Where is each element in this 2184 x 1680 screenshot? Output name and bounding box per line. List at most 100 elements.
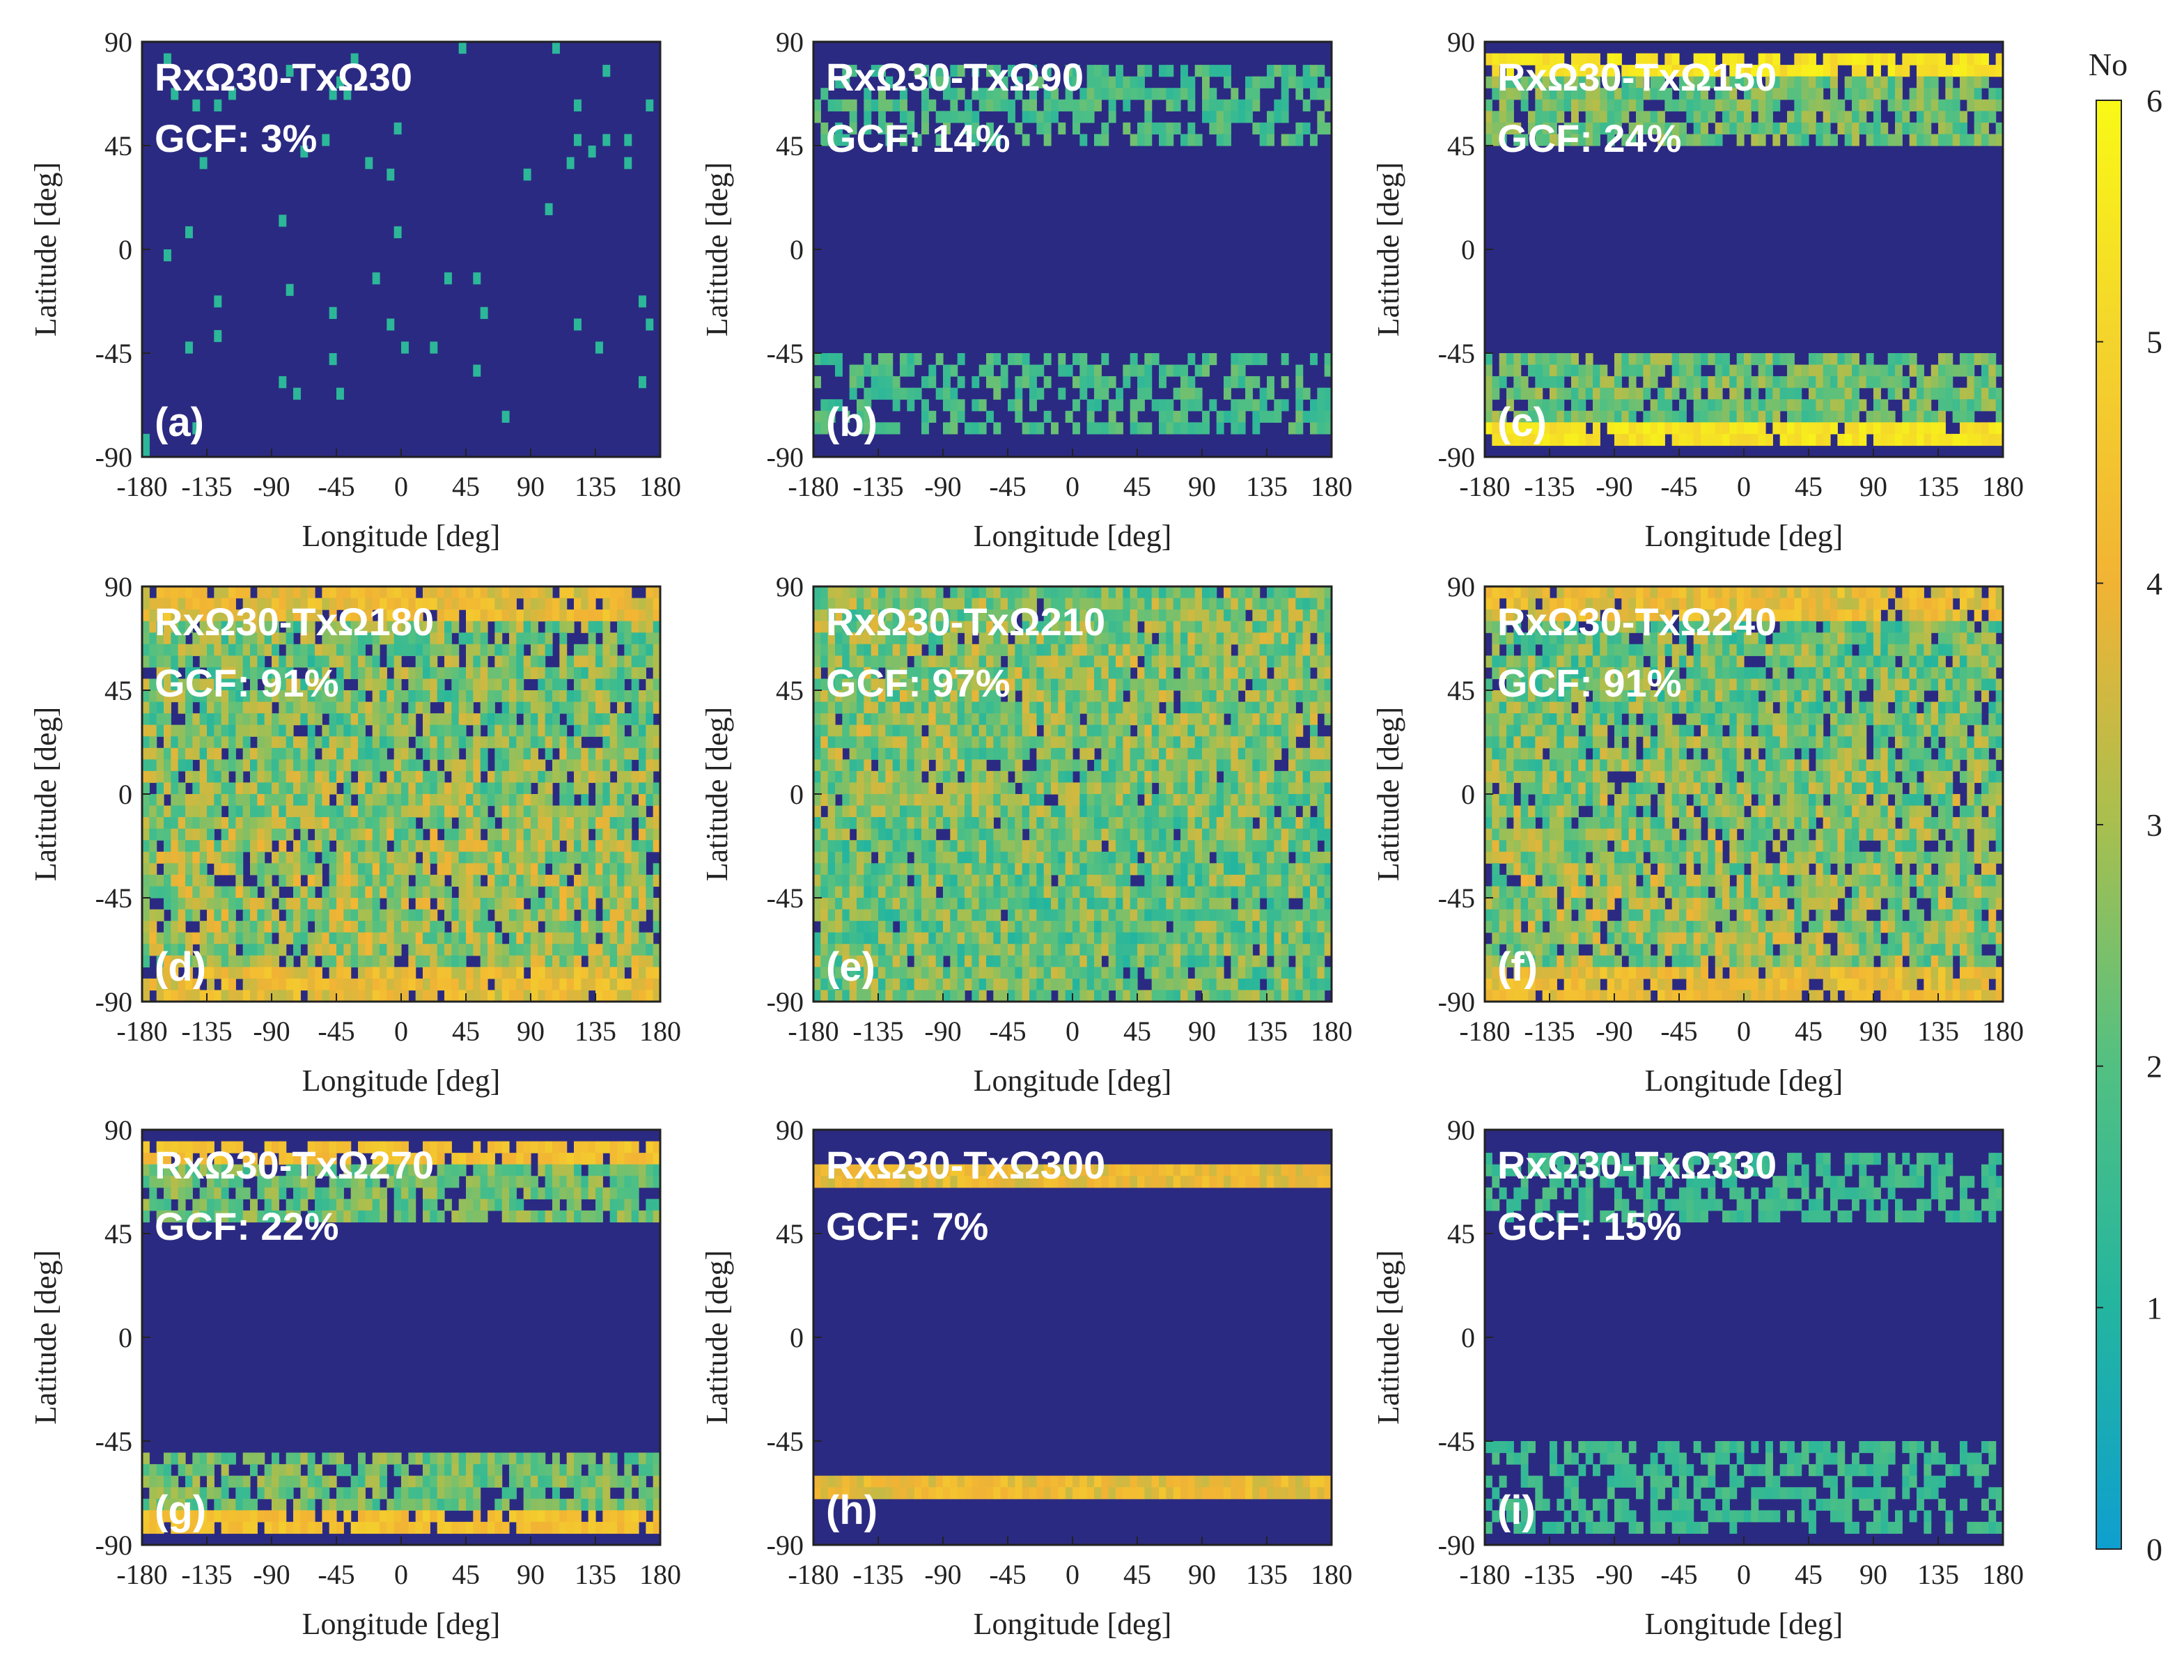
heatmap-cell	[943, 387, 951, 400]
heatmap-cell	[264, 944, 272, 956]
heatmap-cell	[827, 632, 836, 645]
heatmap-cell	[631, 713, 639, 726]
heatmap-cell	[1988, 65, 1997, 77]
heatmap-cell	[1520, 353, 1529, 366]
heatmap-cell	[365, 840, 373, 853]
heatmap-cell	[300, 932, 309, 944]
heatmap-cell	[559, 967, 568, 979]
heatmap-cell	[1578, 399, 1586, 412]
heatmap-cell	[928, 713, 937, 726]
heatmap-cell	[1485, 76, 1492, 88]
heatmap-cell	[1180, 713, 1188, 726]
heatmap-cell	[185, 932, 193, 944]
heatmap-cell	[1173, 713, 1181, 726]
heatmap-cell	[646, 886, 654, 899]
heatmap-cell	[1787, 65, 1795, 77]
heatmap-cell	[1029, 644, 1037, 656]
heatmap-cell	[1130, 134, 1138, 146]
heatmap-cell	[849, 609, 857, 622]
heatmap-cell	[207, 701, 214, 714]
heatmap-cell	[1658, 410, 1665, 423]
heatmap-cell	[1051, 621, 1059, 633]
heatmap-cell	[1506, 76, 1514, 88]
heatmap-cell	[885, 667, 894, 680]
heatmap-cell	[1137, 76, 1145, 88]
heatmap-cell	[1844, 376, 1852, 389]
heatmap-cell	[473, 678, 481, 691]
heatmap-cell	[1238, 678, 1246, 691]
heatmap-cell	[602, 621, 611, 633]
heatmap-cell	[250, 921, 258, 933]
heatmap-cell	[207, 898, 214, 910]
heatmap-cell	[1917, 399, 1924, 412]
heatmap-cell	[329, 586, 337, 599]
heatmap-cell	[957, 736, 965, 749]
heatmap-cell	[408, 724, 416, 737]
heatmap-cell	[523, 874, 531, 887]
heatmap-cell	[943, 399, 951, 412]
heatmap-cell	[646, 621, 654, 633]
heatmap-cell	[1072, 632, 1080, 645]
heatmap-cell	[1758, 422, 1766, 435]
heatmap-cell	[1144, 376, 1153, 389]
heatmap-cell	[1751, 134, 1759, 146]
heatmap-cell	[509, 586, 517, 599]
heatmap-cell	[300, 782, 309, 795]
heatmap-cell	[928, 376, 937, 389]
heatmap-cell	[185, 655, 193, 668]
heatmap-cell	[430, 747, 438, 760]
heatmap-cell	[871, 598, 879, 610]
heatmap-cell	[494, 770, 503, 784]
heatmap-cell	[350, 909, 359, 921]
heatmap-cell	[835, 736, 843, 749]
heatmap-cell	[1614, 422, 1622, 435]
heatmap-cell	[602, 655, 611, 668]
heatmap-cell	[365, 794, 373, 807]
heatmap-cell	[1945, 65, 1953, 77]
heatmap-cell	[1043, 667, 1052, 680]
heatmap-cell	[1238, 701, 1246, 714]
heatmap-cell	[437, 932, 445, 944]
heatmap-cell	[1159, 724, 1167, 737]
heatmap-cell	[581, 770, 589, 784]
heatmap-cell	[1043, 65, 1052, 77]
heatmap-cell	[986, 621, 994, 633]
heatmap-cell	[639, 840, 646, 853]
heatmap-cell	[372, 898, 380, 910]
heatmap-cell	[1036, 586, 1045, 599]
heatmap-cell	[957, 678, 965, 691]
heatmap-cell	[401, 932, 409, 944]
heatmap-cell	[531, 770, 538, 784]
heatmap-cell	[1101, 713, 1109, 726]
heatmap-cell	[978, 667, 987, 680]
heatmap-cell	[336, 598, 344, 610]
heatmap-cell	[199, 967, 208, 979]
heatmap-cell	[1557, 53, 1565, 65]
heatmap-cell	[1816, 433, 1824, 446]
heatmap-cell	[1765, 399, 1773, 412]
heatmap-cell	[1000, 586, 1008, 599]
heatmap-cell	[473, 586, 481, 599]
heatmap-cell	[488, 863, 495, 876]
heatmap-cell	[1317, 88, 1325, 100]
heatmap-cell	[1144, 621, 1153, 633]
heatmap-cell	[646, 586, 654, 599]
heatmap-cell	[1852, 433, 1859, 446]
heatmap-cell	[171, 736, 179, 749]
heatmap-cell	[415, 782, 423, 795]
heatmap-cell	[214, 747, 222, 760]
heatmap-cell	[1130, 598, 1138, 610]
heatmap-cell	[423, 724, 430, 737]
heatmap-cell	[1288, 713, 1296, 726]
heatmap-cell	[609, 944, 618, 956]
heatmap-cell	[242, 609, 251, 622]
heatmap-cell	[315, 736, 322, 749]
heatmap-cell	[1492, 433, 1500, 446]
heatmap-cell	[523, 690, 531, 703]
heatmap-cell	[871, 667, 879, 680]
heatmap-cell	[1593, 376, 1600, 389]
heatmap-cell	[631, 655, 639, 668]
heatmap-cell	[336, 805, 344, 818]
heatmap-cell	[538, 794, 546, 807]
heatmap-cell	[857, 621, 864, 633]
